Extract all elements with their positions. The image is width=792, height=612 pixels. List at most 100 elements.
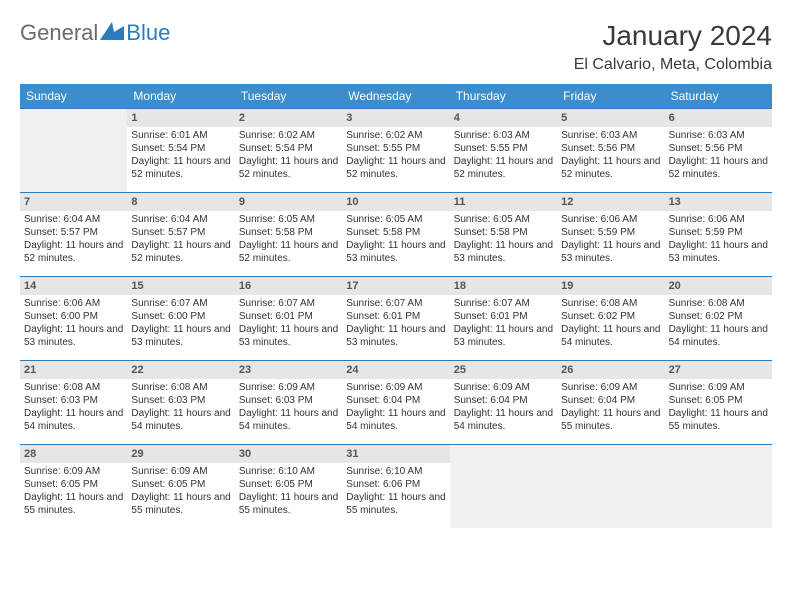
daylight-line: Daylight: 11 hours and 53 minutes. — [454, 323, 553, 349]
day-info: Sunrise: 6:07 AMSunset: 6:01 PMDaylight:… — [450, 295, 557, 353]
day-number: 29 — [127, 445, 234, 463]
day-info: Sunrise: 6:10 AMSunset: 6:06 PMDaylight:… — [342, 463, 449, 521]
sunset-line: Sunset: 5:54 PM — [239, 142, 338, 155]
day-info: Sunrise: 6:06 AMSunset: 5:59 PMDaylight:… — [557, 211, 664, 269]
sunset-line: Sunset: 6:06 PM — [346, 478, 445, 491]
daylight-line: Daylight: 11 hours and 55 minutes. — [239, 491, 338, 517]
sunset-line: Sunset: 6:01 PM — [239, 310, 338, 323]
daylight-line: Daylight: 11 hours and 53 minutes. — [346, 239, 445, 265]
day-number: 31 — [342, 445, 449, 463]
day-number: 3 — [342, 109, 449, 127]
day-cell: 7Sunrise: 6:04 AMSunset: 5:57 PMDaylight… — [20, 192, 127, 276]
day-number: 18 — [450, 277, 557, 295]
day-info: Sunrise: 6:10 AMSunset: 6:05 PMDaylight:… — [235, 463, 342, 521]
day-cell: 2Sunrise: 6:02 AMSunset: 5:54 PMDaylight… — [235, 108, 342, 192]
day-number: 9 — [235, 193, 342, 211]
day-info: Sunrise: 6:09 AMSunset: 6:03 PMDaylight:… — [235, 379, 342, 437]
day-number: 19 — [557, 277, 664, 295]
day-info: Sunrise: 6:04 AMSunset: 5:57 PMDaylight:… — [20, 211, 127, 269]
sunrise-line: Sunrise: 6:08 AM — [561, 297, 660, 310]
sunrise-line: Sunrise: 6:03 AM — [561, 129, 660, 142]
sunrise-line: Sunrise: 6:01 AM — [131, 129, 230, 142]
sunset-line: Sunset: 6:05 PM — [239, 478, 338, 491]
day-cell: 20Sunrise: 6:08 AMSunset: 6:02 PMDayligh… — [665, 276, 772, 360]
daylight-line: Daylight: 11 hours and 53 minutes. — [131, 323, 230, 349]
sunrise-line: Sunrise: 6:06 AM — [669, 213, 768, 226]
sunrise-line: Sunrise: 6:02 AM — [239, 129, 338, 142]
sunrise-line: Sunrise: 6:09 AM — [454, 381, 553, 394]
day-number: 5 — [557, 109, 664, 127]
daylight-line: Daylight: 11 hours and 53 minutes. — [346, 323, 445, 349]
daylight-line: Daylight: 11 hours and 52 minutes. — [239, 155, 338, 181]
daylight-line: Daylight: 11 hours and 54 minutes. — [346, 407, 445, 433]
sunset-line: Sunset: 5:59 PM — [669, 226, 768, 239]
daylight-line: Daylight: 11 hours and 52 minutes. — [131, 155, 230, 181]
sunrise-line: Sunrise: 6:07 AM — [346, 297, 445, 310]
daylight-line: Daylight: 11 hours and 54 minutes. — [454, 407, 553, 433]
day-info: Sunrise: 6:03 AMSunset: 5:56 PMDaylight:… — [557, 127, 664, 185]
logo: General Blue — [20, 20, 170, 46]
day-info: Sunrise: 6:02 AMSunset: 5:54 PMDaylight:… — [235, 127, 342, 185]
day-info: Sunrise: 6:08 AMSunset: 6:03 PMDaylight:… — [127, 379, 234, 437]
day-info: Sunrise: 6:08 AMSunset: 6:03 PMDaylight:… — [20, 379, 127, 437]
sunset-line: Sunset: 5:56 PM — [669, 142, 768, 155]
daylight-line: Daylight: 11 hours and 54 minutes. — [131, 407, 230, 433]
day-number: 24 — [342, 361, 449, 379]
day-number: 20 — [665, 277, 772, 295]
daylight-line: Daylight: 11 hours and 52 minutes. — [131, 239, 230, 265]
day-cell: 9Sunrise: 6:05 AMSunset: 5:58 PMDaylight… — [235, 192, 342, 276]
daylight-line: Daylight: 11 hours and 54 minutes. — [239, 407, 338, 433]
logo-text-1: General — [20, 20, 98, 46]
sunset-line: Sunset: 5:57 PM — [131, 226, 230, 239]
daylight-line: Daylight: 11 hours and 53 minutes. — [239, 323, 338, 349]
day-info: Sunrise: 6:03 AMSunset: 5:55 PMDaylight:… — [450, 127, 557, 185]
empty-cell — [557, 444, 664, 528]
daylight-line: Daylight: 11 hours and 53 minutes. — [24, 323, 123, 349]
daylight-line: Daylight: 11 hours and 52 minutes. — [561, 155, 660, 181]
day-info: Sunrise: 6:06 AMSunset: 5:59 PMDaylight:… — [665, 211, 772, 269]
day-number: 30 — [235, 445, 342, 463]
weekday-header: Friday — [557, 84, 664, 108]
day-info: Sunrise: 6:02 AMSunset: 5:55 PMDaylight:… — [342, 127, 449, 185]
sunrise-line: Sunrise: 6:05 AM — [346, 213, 445, 226]
day-number: 11 — [450, 193, 557, 211]
day-info: Sunrise: 6:03 AMSunset: 5:56 PMDaylight:… — [665, 127, 772, 185]
sunset-line: Sunset: 5:58 PM — [239, 226, 338, 239]
day-number: 27 — [665, 361, 772, 379]
empty-cell — [450, 444, 557, 528]
day-cell: 17Sunrise: 6:07 AMSunset: 6:01 PMDayligh… — [342, 276, 449, 360]
day-cell: 3Sunrise: 6:02 AMSunset: 5:55 PMDaylight… — [342, 108, 449, 192]
day-cell: 8Sunrise: 6:04 AMSunset: 5:57 PMDaylight… — [127, 192, 234, 276]
day-info: Sunrise: 6:09 AMSunset: 6:04 PMDaylight:… — [342, 379, 449, 437]
day-cell: 25Sunrise: 6:09 AMSunset: 6:04 PMDayligh… — [450, 360, 557, 444]
daylight-line: Daylight: 11 hours and 55 minutes. — [131, 491, 230, 517]
sunset-line: Sunset: 5:58 PM — [454, 226, 553, 239]
day-number: 6 — [665, 109, 772, 127]
daylight-line: Daylight: 11 hours and 55 minutes. — [669, 407, 768, 433]
sunrise-line: Sunrise: 6:09 AM — [346, 381, 445, 394]
day-info: Sunrise: 6:01 AMSunset: 5:54 PMDaylight:… — [127, 127, 234, 185]
daylight-line: Daylight: 11 hours and 54 minutes. — [669, 323, 768, 349]
weekday-header: Sunday — [20, 84, 127, 108]
day-info: Sunrise: 6:08 AMSunset: 6:02 PMDaylight:… — [557, 295, 664, 353]
day-info: Sunrise: 6:09 AMSunset: 6:04 PMDaylight:… — [557, 379, 664, 437]
daylight-line: Daylight: 11 hours and 52 minutes. — [669, 155, 768, 181]
day-cell: 13Sunrise: 6:06 AMSunset: 5:59 PMDayligh… — [665, 192, 772, 276]
weekday-header: Thursday — [450, 84, 557, 108]
sunrise-line: Sunrise: 6:09 AM — [131, 465, 230, 478]
sunset-line: Sunset: 6:04 PM — [346, 394, 445, 407]
day-cell: 24Sunrise: 6:09 AMSunset: 6:04 PMDayligh… — [342, 360, 449, 444]
sunset-line: Sunset: 5:54 PM — [131, 142, 230, 155]
day-info: Sunrise: 6:05 AMSunset: 5:58 PMDaylight:… — [235, 211, 342, 269]
daylight-line: Daylight: 11 hours and 54 minutes. — [24, 407, 123, 433]
day-info: Sunrise: 6:09 AMSunset: 6:04 PMDaylight:… — [450, 379, 557, 437]
sunrise-line: Sunrise: 6:09 AM — [239, 381, 338, 394]
sunset-line: Sunset: 6:02 PM — [669, 310, 768, 323]
daylight-line: Daylight: 11 hours and 53 minutes. — [454, 239, 553, 265]
sunset-line: Sunset: 6:04 PM — [454, 394, 553, 407]
sunrise-line: Sunrise: 6:07 AM — [454, 297, 553, 310]
sunrise-line: Sunrise: 6:04 AM — [24, 213, 123, 226]
sunset-line: Sunset: 6:03 PM — [239, 394, 338, 407]
day-info: Sunrise: 6:08 AMSunset: 6:02 PMDaylight:… — [665, 295, 772, 353]
sunset-line: Sunset: 5:55 PM — [454, 142, 553, 155]
